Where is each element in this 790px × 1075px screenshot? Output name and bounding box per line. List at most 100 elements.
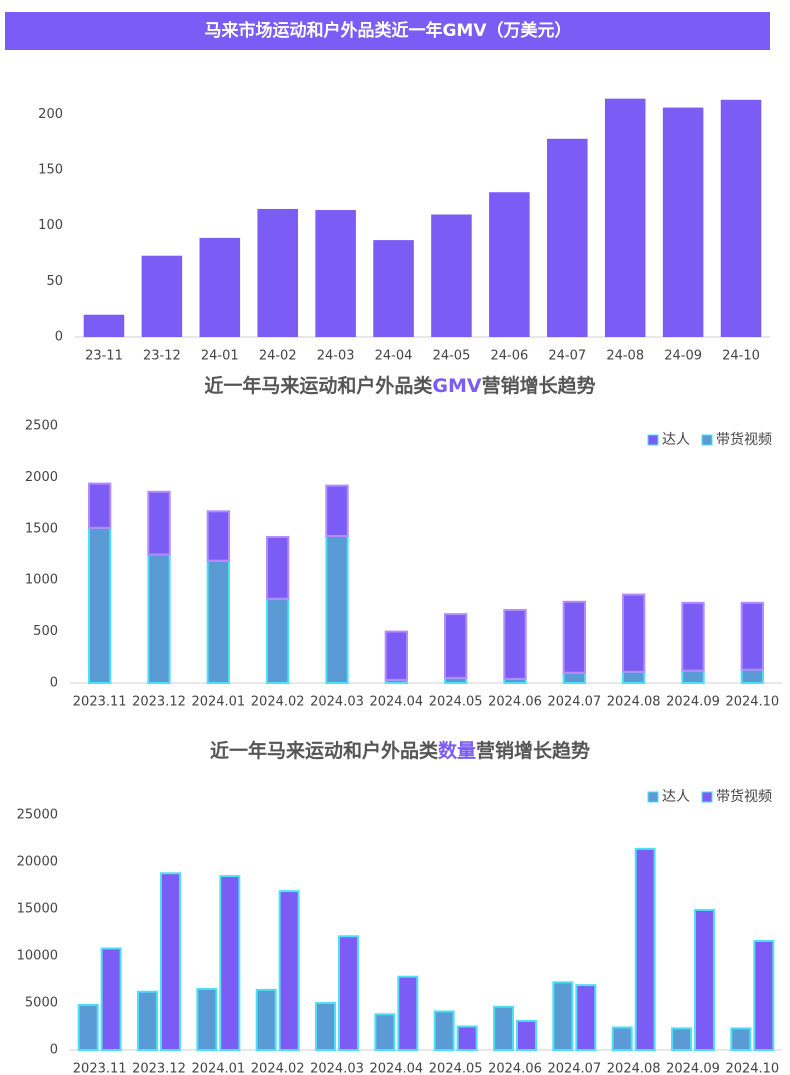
x-tick-label: 24-10 <box>722 349 760 364</box>
title-banner <box>5 12 770 50</box>
y-tick-label: 0 <box>55 330 63 345</box>
legend-label: 带货视频 <box>716 788 772 805</box>
bar-segment <box>681 601 705 672</box>
bar <box>433 1010 455 1052</box>
bar <box>552 981 574 1052</box>
bar <box>493 1005 515 1052</box>
title-part: 营销增长趋势 <box>476 739 590 762</box>
x-tick-label: 2024.10 <box>725 1062 779 1075</box>
x-tick-label: 24-05 <box>433 349 471 364</box>
y-tick-label: 1500 <box>25 521 58 536</box>
bar-segment <box>681 669 705 685</box>
bar <box>730 1027 752 1052</box>
bar <box>199 237 241 337</box>
y-tick-label: 150 <box>38 162 63 177</box>
x-tick-label: 2024.06 <box>488 695 542 710</box>
x-tick-label: 24-09 <box>664 349 702 364</box>
x-tick-label: 2024.08 <box>607 695 661 710</box>
x-tick-label: 24-08 <box>606 349 644 364</box>
bar-segment <box>265 597 290 684</box>
x-tick-label: 2024.01 <box>191 695 245 710</box>
x-tick-label: 24-01 <box>201 349 239 364</box>
legend-swatch <box>701 434 713 446</box>
bar-segment <box>384 630 409 681</box>
y-tick-label: 0 <box>50 676 58 691</box>
x-tick-label: 2024.02 <box>251 695 305 710</box>
legend-label: 带货视频 <box>716 431 772 448</box>
y-tick-label: 1000 <box>25 573 58 588</box>
x-tick-label: 24-06 <box>490 349 528 364</box>
bar <box>753 939 775 1052</box>
bar <box>257 208 298 337</box>
legend-label: 达人 <box>662 432 690 448</box>
y-tick-label: 100 <box>38 218 63 233</box>
bar-segment <box>147 553 171 684</box>
bar <box>431 214 472 337</box>
bar <box>100 947 122 1051</box>
title-part: 数量 <box>438 739 476 762</box>
bar-segment <box>325 534 349 684</box>
bar <box>694 908 715 1051</box>
bar-segment <box>87 526 112 684</box>
legend-swatch <box>701 791 713 803</box>
x-tick-label: 2024.03 <box>310 695 364 710</box>
bar-segment <box>621 593 646 673</box>
bar <box>611 1026 633 1051</box>
bar-segment <box>562 600 587 674</box>
bar-segment <box>87 482 112 529</box>
y-tick-label: 5000 <box>25 996 58 1011</box>
y-tick-label: 10000 <box>17 949 58 964</box>
x-tick-label: 2024.07 <box>547 1062 601 1075</box>
bar-segment <box>562 671 587 684</box>
bar <box>720 99 762 337</box>
legend-swatch <box>647 434 659 446</box>
bar <box>662 107 704 337</box>
bar <box>456 1025 478 1051</box>
x-tick-label: 2023.12 <box>132 1062 186 1075</box>
chart-title: 近一年马来运动和户外品类数量营销增长趋势 <box>210 739 590 762</box>
bar <box>397 975 419 1051</box>
x-tick-label: 2024.08 <box>607 1062 661 1075</box>
bar <box>489 192 530 337</box>
title-part: 近一年马来运动和户外品类 <box>204 374 432 397</box>
y-tick-label: 2000 <box>25 470 58 485</box>
bar-segment <box>740 668 765 684</box>
bar <box>575 984 597 1052</box>
bar-segment <box>206 559 231 685</box>
bar <box>634 847 656 1052</box>
bar <box>338 935 359 1052</box>
x-tick-label: 2023.11 <box>73 1062 127 1075</box>
y-tick-label: 0 <box>50 1043 58 1058</box>
bar <box>547 138 588 337</box>
bar <box>374 1013 396 1052</box>
title-part: 营销增长趋势 <box>482 374 596 397</box>
bar-segment <box>443 613 468 679</box>
bar <box>77 1003 99 1052</box>
legend-swatch <box>647 791 659 803</box>
bar <box>315 1002 337 1051</box>
bar <box>160 872 181 1052</box>
bar-segment <box>621 670 646 685</box>
bar <box>315 210 356 337</box>
bar-segment <box>325 484 349 537</box>
x-tick-label: 2024.05 <box>429 695 483 710</box>
x-tick-label: 2024.05 <box>429 1062 483 1075</box>
x-tick-label: 24-02 <box>259 349 297 364</box>
x-tick-label: 2024.06 <box>488 1062 542 1075</box>
y-tick-label: 20000 <box>17 855 58 870</box>
chart-title: 近一年马来运动和户外品类GMV营销增长趋势 <box>204 374 595 397</box>
x-tick-label: 23-11 <box>85 349 123 364</box>
y-tick-label: 500 <box>33 624 58 639</box>
x-tick-label: 2024.09 <box>666 1062 720 1075</box>
x-tick-label: 2024.03 <box>310 1062 364 1075</box>
x-tick-label: 24-04 <box>375 349 413 364</box>
bar-segment <box>503 609 527 680</box>
x-tick-label: 24-07 <box>548 349 586 364</box>
bar <box>83 314 125 337</box>
bar <box>604 98 646 337</box>
bar <box>278 890 300 1052</box>
bar <box>373 240 414 337</box>
x-tick-label: 2024.04 <box>369 695 423 710</box>
chart-title: 马来市场运动和户外品类近一年GMV（万美元） <box>204 20 571 41</box>
